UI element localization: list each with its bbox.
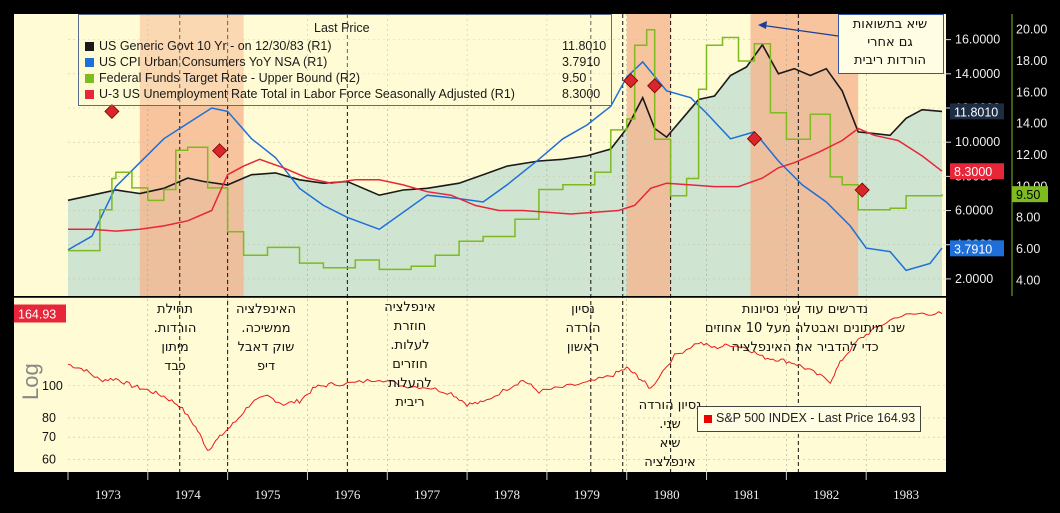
value-badge-3 [950, 240, 1004, 257]
sp500-legend: S&P 500 INDEX - Last Price 164.93 [697, 406, 921, 432]
annotation-1974: תחילת הורדות. מיתון כבד [153, 302, 197, 374]
value-badge-label-0: 11.8010 [954, 105, 998, 119]
series-line-1 [67, 60, 943, 272]
tick-label-left-7: 2.0000 [955, 272, 993, 286]
legend-item-fedfunds: Federal Funds Target Rate - Upper Bound … [85, 71, 605, 87]
value-badge-1 [950, 163, 1004, 180]
value-badge-label-3: 3.7910 [954, 242, 992, 256]
annotation-callout-box [838, 14, 944, 74]
xaxis-year-1983: 1983 [893, 487, 919, 502]
annotation-1979: נסיון הורדה ראשון [565, 302, 601, 355]
area-10yr [68, 44, 943, 296]
legend-item-10yr: US Generic Govt 10 Yr - on 12/30/83 (R1)… [85, 39, 607, 55]
callout-arrow-head [758, 21, 767, 29]
annotation-1982: נדרשים עוד שני נסיונות שני מיתונים ואבטל… [704, 302, 906, 355]
value-badge-0 [950, 103, 1004, 120]
legend-title: Last Price [314, 21, 370, 35]
sp500-line [67, 311, 943, 452]
tick-label-left-5: 6.0000 [955, 204, 993, 218]
legend-swatch-fedfunds [85, 74, 94, 83]
tick-label-right-4: 12.00 [1016, 148, 1047, 162]
legend-value-cpi: 3.7910 [562, 55, 601, 69]
xaxis-year-1981: 1981 [733, 487, 759, 502]
tick-label-right-0: 20.00 [1016, 23, 1047, 37]
xaxis-year-1977: 1977 [414, 487, 441, 502]
sp500-value-label: 164.93 [18, 308, 56, 322]
xaxis-year-1973: 1973 [95, 487, 121, 502]
callout-arrow-line [759, 24, 839, 37]
sp500-value-badge [14, 304, 66, 323]
value-badge-2 [1012, 186, 1048, 203]
legend-swatch-unemployment [85, 90, 94, 99]
legend-label-unemployment: U-3 US Unemployment Rate Total in Labor … [99, 87, 515, 101]
event-marker-3 [647, 78, 663, 94]
legend-value-unemployment: 8.3000 [562, 87, 601, 101]
recession-band-0 [139, 14, 244, 296]
legend-item-unemployment: U-3 US Unemployment Rate Total in Labor … [85, 87, 605, 103]
xaxis-year-1978: 1978 [494, 487, 520, 502]
tick-label-right-7: 6.00 [1016, 242, 1040, 256]
xaxis-year-1979: 1979 [574, 487, 600, 502]
series-line-3 [68, 127, 943, 232]
bottom-panel-bg [14, 297, 946, 472]
legend-label-10yr: US Generic Govt 10 Yr - on 12/30/83 (R1) [99, 39, 332, 53]
legend-value-fedfunds: 9.50 [562, 71, 587, 85]
xaxis-bg [14, 472, 1060, 513]
legend-swatch-10yr [85, 42, 94, 51]
tick-label-bottom-1: 80 [42, 411, 56, 425]
tick-label-bottom-2: 70 [42, 430, 56, 444]
event-marker-5 [854, 182, 870, 198]
annotation-callout: שיא בתשואות גם אחרי הורדות ריבית [852, 17, 928, 68]
value-badge-label-2: 9.50 [1016, 188, 1040, 202]
event-marker-4 [746, 131, 763, 147]
event-marker-1 [212, 143, 228, 159]
value-badge-label-1: 8.3000 [954, 165, 992, 179]
xaxis-year-1982: 1982 [813, 487, 839, 502]
tick-label-bottom-0: 100 [42, 379, 63, 393]
xaxis-year-1974: 1974 [175, 487, 202, 502]
legend-item-cpi: US CPI Urban Consumers YoY NSA (R1) 3.79… [85, 55, 605, 71]
legend-swatch-cpi [85, 58, 94, 67]
series-line-2 [68, 28, 943, 271]
tick-label-right-2: 16.00 [1016, 85, 1047, 99]
annotation-1980: נסיון הורדה שני. שיא אינפלציה [638, 398, 702, 470]
tick-label-right-3: 14.00 [1016, 117, 1047, 131]
tick-label-left-3: 10.0000 [955, 135, 1000, 149]
tick-label-left-1: 14.0000 [955, 67, 1000, 81]
tick-label-right-1: 18.00 [1016, 54, 1047, 68]
tick-label-right-8: 4.00 [1016, 273, 1040, 287]
tick-label-right-6: 8.00 [1016, 211, 1040, 225]
xaxis-year-1975: 1975 [255, 487, 281, 502]
chart-legend: Last Price US Generic Govt 10 Yr - on 12… [78, 14, 612, 106]
annotation-1977: אינפלציה חוזרת לעלות. חוזרים להעלות ריבי… [384, 300, 436, 410]
sp500-legend-swatch [704, 415, 712, 423]
event-marker-0 [104, 103, 120, 119]
series-line-0 [67, 43, 943, 202]
log-axis-label: Log [18, 363, 43, 400]
xaxis-year-1976: 1976 [334, 487, 361, 502]
sp500-legend-label: S&P 500 INDEX - Last Price 164.93 [716, 411, 916, 425]
event-marker-2 [623, 73, 639, 89]
tick-label-left-0: 16.0000 [955, 33, 1000, 47]
xaxis-year-1980: 1980 [654, 487, 680, 502]
annotation-1975: האינפלציה ממשיכה. שוק דאבל דיפ [236, 302, 296, 374]
top-left-margin-bg [14, 14, 68, 296]
recession-band-1 [626, 14, 671, 296]
legend-label-cpi: US CPI Urban Consumers YoY NSA (R1) [99, 55, 328, 69]
legend-value-10yr: 11.8010 [562, 39, 607, 53]
legend-label-fedfunds: Federal Funds Target Rate - Upper Bound … [99, 71, 361, 85]
tick-label-bottom-3: 60 [42, 452, 56, 466]
